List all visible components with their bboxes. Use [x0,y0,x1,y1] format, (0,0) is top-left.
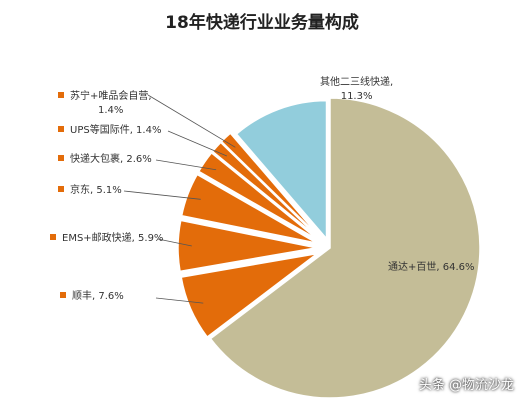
legend-swatch-1 [60,292,66,298]
leader-line-1 [155,297,204,304]
pie-slice-3 [180,173,318,244]
slice-label-4: 快递大包裹, 2.6% [58,153,152,167]
pie-slice-6 [220,132,321,239]
pie-slice-2 [177,219,317,273]
pie-slice-4 [197,151,319,241]
slice-label-3: 京东, 5.1% [58,184,122,198]
slice-label-5: UPS等国际件, 1.4% [58,124,161,138]
legend-swatch-3 [58,186,64,192]
watermark: 头条 @物流沙龙 [418,378,514,393]
pie-slice-1 [180,252,318,339]
legend-swatch-6 [58,92,64,98]
slice-label-0: 通达+百世, 64.6% [388,262,475,273]
pie-slice-5 [211,141,321,240]
leader-line-5 [167,130,227,157]
slice-label-6: 苏宁+唯品会自营, 1.4% [58,90,152,118]
slice-label-7: 其他二三线快递, 11.3% [320,77,394,102]
pie-slice-0 [209,97,481,399]
slice-label-2: EMS+邮政快递, 5.9% [50,232,163,246]
leader-line-3 [123,190,201,200]
pie-slice-7 [235,99,328,241]
leader-line-6 [147,94,236,148]
legend-swatch-5 [58,126,64,132]
legend-swatch-4 [58,155,64,161]
chart-title: 18年快递行业业务量构成 [165,13,359,33]
leader-line-2 [157,238,192,247]
slice-label-1: 顺丰, 7.6% [60,290,124,304]
leader-line-4 [155,159,217,171]
legend-swatch-2 [50,234,56,240]
